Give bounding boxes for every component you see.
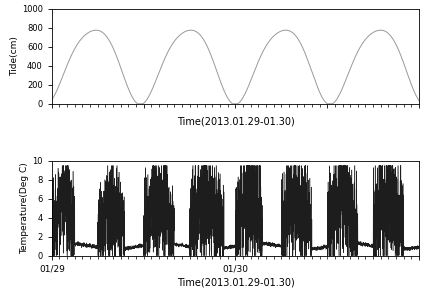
- X-axis label: Time(2013.01.29-01.30): Time(2013.01.29-01.30): [177, 278, 294, 288]
- X-axis label: Time(2013.01.29-01.30): Time(2013.01.29-01.30): [177, 117, 294, 127]
- Y-axis label: Tide(cm): Tide(cm): [10, 36, 19, 76]
- Y-axis label: Temperature(Deg C): Temperature(Deg C): [21, 162, 29, 254]
